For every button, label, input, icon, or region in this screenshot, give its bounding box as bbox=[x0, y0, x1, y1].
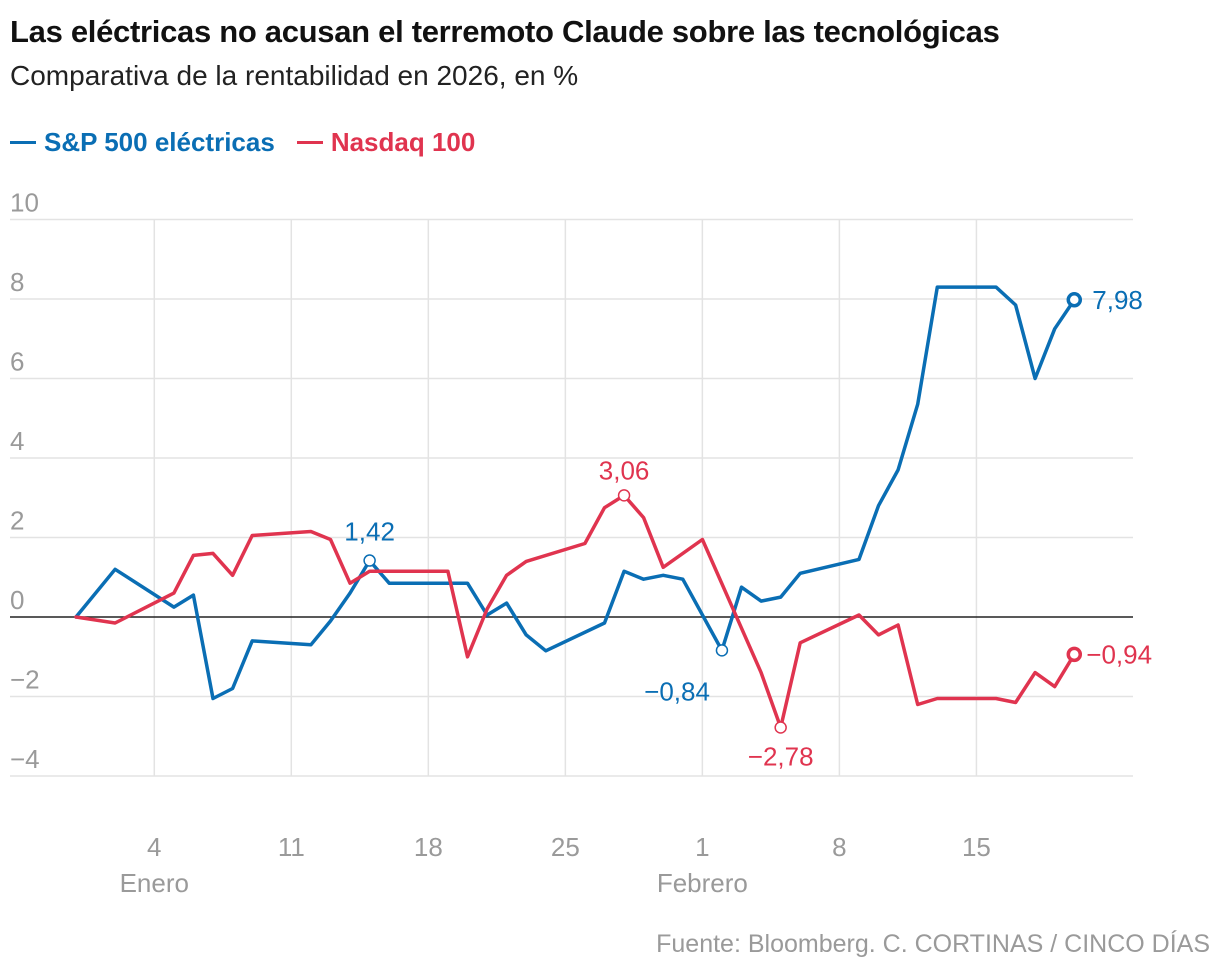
annotation-marker bbox=[774, 721, 787, 734]
series-end-marker bbox=[1066, 292, 1083, 308]
y-tick-label: −2 bbox=[10, 665, 40, 695]
x-tick-label: 8 bbox=[832, 832, 846, 862]
series-line-nasdaq bbox=[74, 493, 1077, 730]
y-tick-label: 0 bbox=[10, 585, 24, 615]
x-tick-label: 25 bbox=[551, 832, 580, 862]
series-end-marker bbox=[1066, 646, 1083, 663]
y-tick-label: −4 bbox=[10, 744, 40, 774]
x-tick-label: 11 bbox=[278, 832, 305, 862]
x-tick-label: 15 bbox=[962, 832, 991, 862]
annotation-label: 1,42 bbox=[344, 517, 395, 547]
annotation-label: −0,94 bbox=[1086, 639, 1152, 669]
legend-label-utilities: S&P 500 eléctricas bbox=[44, 127, 275, 157]
y-tick-label: 2 bbox=[10, 506, 24, 536]
x-tick-label: 18 bbox=[414, 832, 443, 862]
annotation-marker bbox=[363, 554, 376, 567]
legend-label-nasdaq: Nasdaq 100 bbox=[330, 127, 476, 157]
y-tick-label: 4 bbox=[10, 426, 24, 456]
y-tick-label: 10 bbox=[10, 188, 39, 218]
annotation-marker bbox=[617, 489, 631, 502]
x-month-label: Enero bbox=[120, 868, 189, 898]
legend-swatch-nasdaq bbox=[296, 141, 323, 144]
x-tick-label: 4 bbox=[147, 832, 161, 862]
y-tick-label: 6 bbox=[10, 347, 24, 377]
source-credit: Fuente: Bloomberg. C. CORTINAS / CINCO D… bbox=[656, 930, 1210, 958]
legend-swatch-utilities bbox=[10, 141, 36, 144]
chart-title: Las eléctricas no acusan el terremoto Cl… bbox=[10, 14, 1000, 49]
annotation-label: −0,84 bbox=[644, 676, 710, 706]
x-month-label: Febrero bbox=[657, 868, 748, 898]
legend: S&P 500 eléctricas Nasdaq 100 bbox=[10, 127, 475, 158]
series-line-utilities bbox=[74, 285, 1077, 701]
annotation-label: −2,78 bbox=[748, 742, 814, 772]
annotation-label: 3,06 bbox=[599, 455, 650, 485]
chart-subtitle: Comparativa de la rentabilidad en 2026, … bbox=[10, 60, 579, 91]
y-tick-label: 8 bbox=[10, 267, 24, 297]
legend-item-nasdaq: Nasdaq 100 bbox=[296, 127, 476, 158]
annotation-label: 7,98 bbox=[1092, 285, 1143, 315]
x-tick-label: 1 bbox=[695, 832, 709, 862]
annotation-marker bbox=[715, 644, 729, 657]
legend-item-utilities: S&P 500 eléctricas bbox=[10, 127, 275, 158]
